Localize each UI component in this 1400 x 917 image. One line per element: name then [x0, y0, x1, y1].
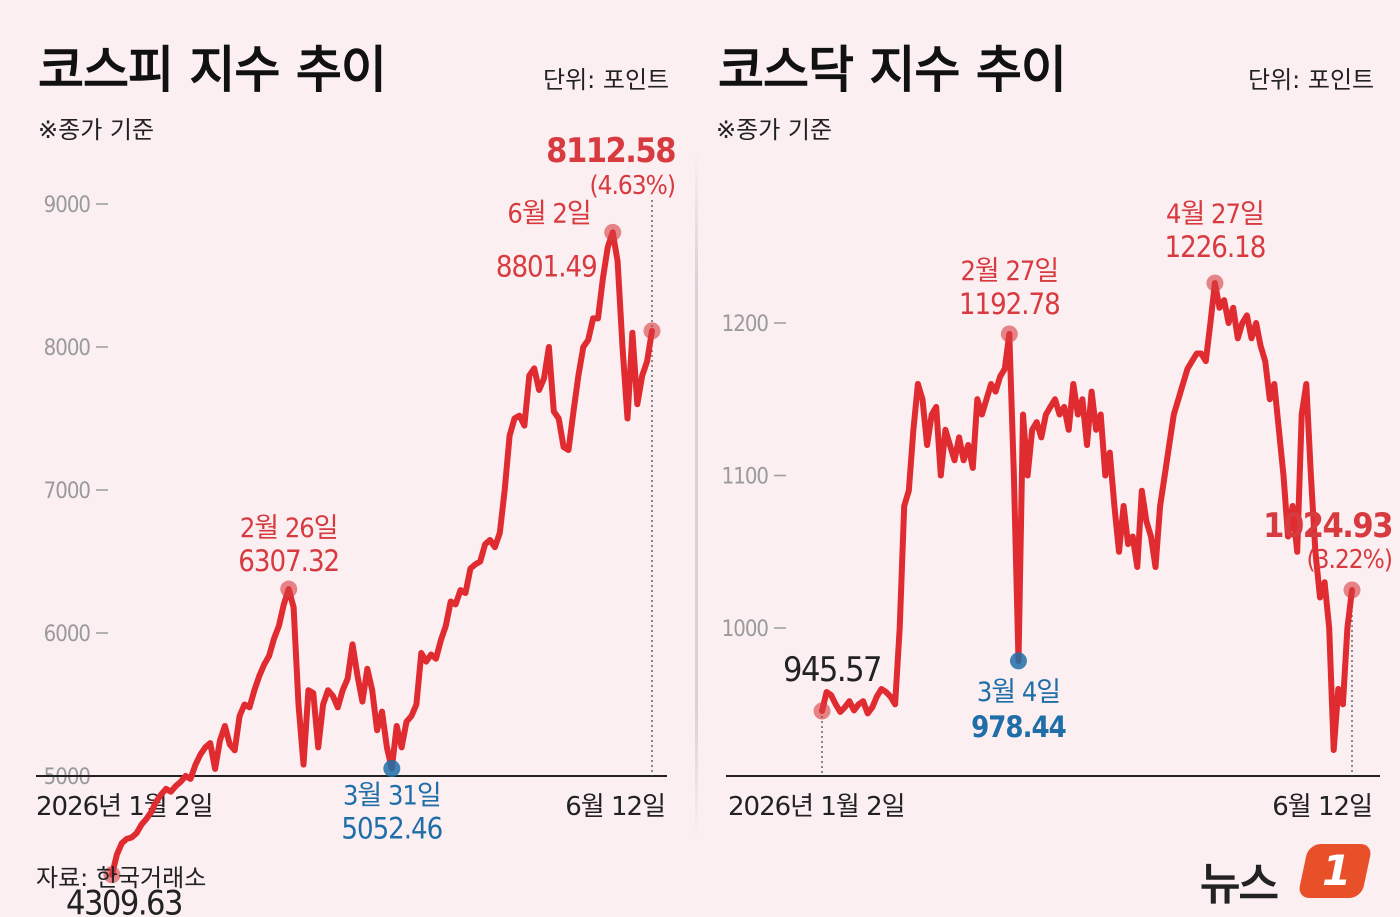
kospi-annotation-value: 6307.32 [238, 544, 339, 578]
kosdaq-annotation-value: 978.44 [971, 710, 1066, 744]
kosdaq-annotation-date: 4월 27일 [1166, 199, 1264, 230]
kosdaq-marker-peak [1206, 274, 1224, 292]
kosdaq-marker-low [1009, 652, 1027, 670]
kosdaq-end-value: 1024.93 [1263, 506, 1392, 546]
kospi-ytick-label: 8000 [44, 336, 91, 361]
news1-logo: 뉴스 1 [1200, 840, 1376, 910]
kosdaq-note: ※종가 기준 [716, 116, 833, 144]
kosdaq-panel: 코스닥 지수 추이 단위: 포인트 ※종가 기준 [700, 0, 1400, 917]
kospi-annotation-value: 5052.46 [341, 811, 442, 845]
kospi-start-value: 4309.63 [66, 884, 182, 917]
kospi-end-change: (4.63%) [589, 171, 675, 201]
kosdaq-annotation-date: 2월 27일 [960, 256, 1058, 287]
kospi-marker-end [643, 322, 661, 340]
source-note: 자료: 한국거래소 [36, 864, 207, 892]
kospi-ytick-label: 5000 [44, 765, 91, 790]
logo-text: 뉴스 [1200, 859, 1279, 910]
kospi-x-start-label: 2026년 1월 2일 [36, 792, 213, 822]
kospi-ytick-label: 9000 [44, 193, 91, 218]
kospi-marker-low [383, 759, 401, 777]
kosdaq-title: 코스닥 지수 추이 [718, 41, 1067, 99]
kospi-x-end-label: 6월 12일 [565, 792, 665, 822]
kospi-ytick-label: 6000 [44, 622, 91, 647]
kosdaq-x-start-label: 2026년 1월 2일 [728, 792, 905, 822]
kosdaq-ytick-label: 1100 [722, 465, 769, 490]
kosdaq-annotation-date: 3월 4일 [977, 677, 1060, 708]
kosdaq-marker-start [813, 702, 831, 720]
kosdaq-marker-end [1343, 581, 1361, 599]
kospi-title: 코스피 지수 추이 [38, 41, 387, 99]
kosdaq-unit-label: 단위: 포인트 [1248, 66, 1375, 94]
kosdaq-marker-peak [1000, 325, 1018, 343]
kospi-end-value: 8112.58 [546, 131, 675, 171]
kospi-annotation-value: 8801.49 [496, 249, 597, 283]
kosdaq-annotation-value: 1226.18 [1165, 230, 1266, 264]
kospi-note: ※종가 기준 [38, 116, 155, 144]
kospi-unit-label: 단위: 포인트 [543, 66, 670, 94]
kosdaq-x-end-label: 6월 12일 [1272, 792, 1372, 822]
kospi-annotation-date: 3월 31일 [343, 780, 441, 811]
kospi-annotation-date: 2월 26일 [240, 513, 338, 544]
kosdaq-ytick-label: 1000 [722, 617, 769, 642]
kosdaq-start-value: 945.57 [783, 650, 881, 690]
kospi-marker-start [103, 866, 121, 884]
kospi-marker-peak [604, 223, 622, 241]
kosdaq-end-change: (3.22%) [1306, 545, 1392, 575]
panel-divider [695, 150, 698, 840]
kosdaq-ytick-label: 1200 [722, 312, 769, 337]
kosdaq-annotation-value: 1192.78 [959, 287, 1060, 321]
kospi-marker-peak [280, 580, 298, 598]
kospi-annotation-date: 6월 2일 [507, 198, 590, 229]
kosdaq-series-line [819, 280, 1355, 753]
logo-badge-number: 1 [1322, 846, 1352, 895]
kospi-ytick-label: 7000 [44, 479, 91, 504]
kospi-panel: 코스피 지수 추이 단위: 포인트 ※종가 기준 [0, 0, 695, 917]
kospi-series-line [109, 229, 655, 878]
